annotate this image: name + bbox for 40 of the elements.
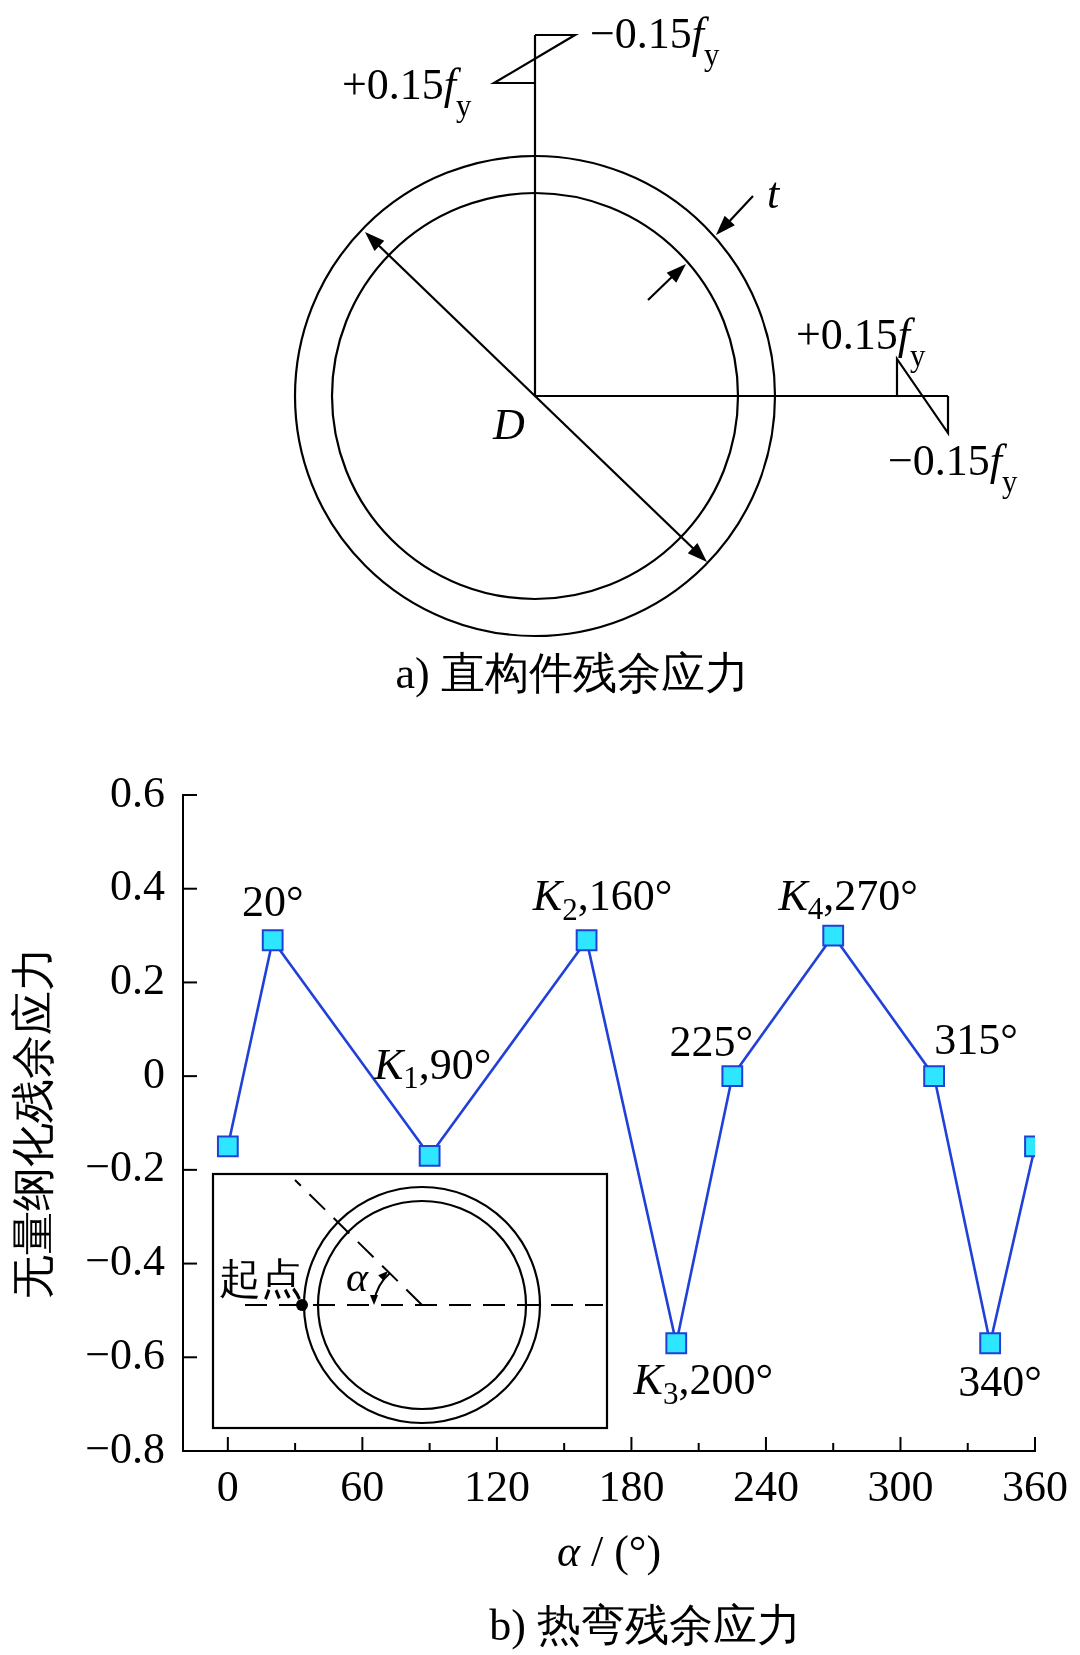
x-tick-label: 180 [598,1461,665,1511]
x-tick-label: 120 [463,1461,530,1511]
x-tick-label: 240 [732,1461,799,1511]
annotation: 340° [958,1357,1042,1407]
point [923,1065,946,1088]
annotation: 20° [241,877,304,927]
y-tick-label: 0.4 [110,861,165,911]
text: b) 热弯残余应力 [489,1601,801,1650]
x-tick-label: 360 [1002,1461,1068,1511]
point [979,1332,1002,1355]
y-tick-label: 0 [143,1048,165,1098]
x-axis-title: α / (°) [556,1527,662,1576]
x-tick-label: 0 [216,1461,239,1511]
point [822,924,845,947]
text: a) 直构件残余应力 [395,649,749,698]
y-tick-label: −0.4 [85,1236,165,1286]
y-tick-label: 0.2 [110,954,165,1004]
y-tick-label: 0.6 [110,767,165,817]
y-axis-title: 无量纲化残余应力 [9,947,58,1299]
point [575,929,598,952]
annotation: 225° [669,1017,754,1067]
y-tick-label: −0.2 [85,1142,165,1192]
annotation: 起点 [219,1256,303,1302]
text: t [767,169,781,218]
text: D [492,400,525,449]
text: +0.15f$_{y}$ [342,60,473,123]
text: +0.15f$_{y}$ [796,310,927,373]
point [216,1135,239,1158]
y-tick-label: −0.6 [85,1329,165,1379]
point [261,929,284,952]
point [721,1065,744,1088]
text: −0.15f$_{y}$ [888,436,1019,499]
point [665,1332,688,1355]
x-tick-label: 300 [867,1461,934,1511]
text: −0.15f$_{y}$ [590,9,721,72]
annotation: α [346,1254,369,1300]
x-tick-label: 60 [340,1461,385,1511]
point [418,1144,441,1167]
y-tick-label: −0.8 [85,1423,165,1473]
annotation: 315° [934,1015,1018,1065]
